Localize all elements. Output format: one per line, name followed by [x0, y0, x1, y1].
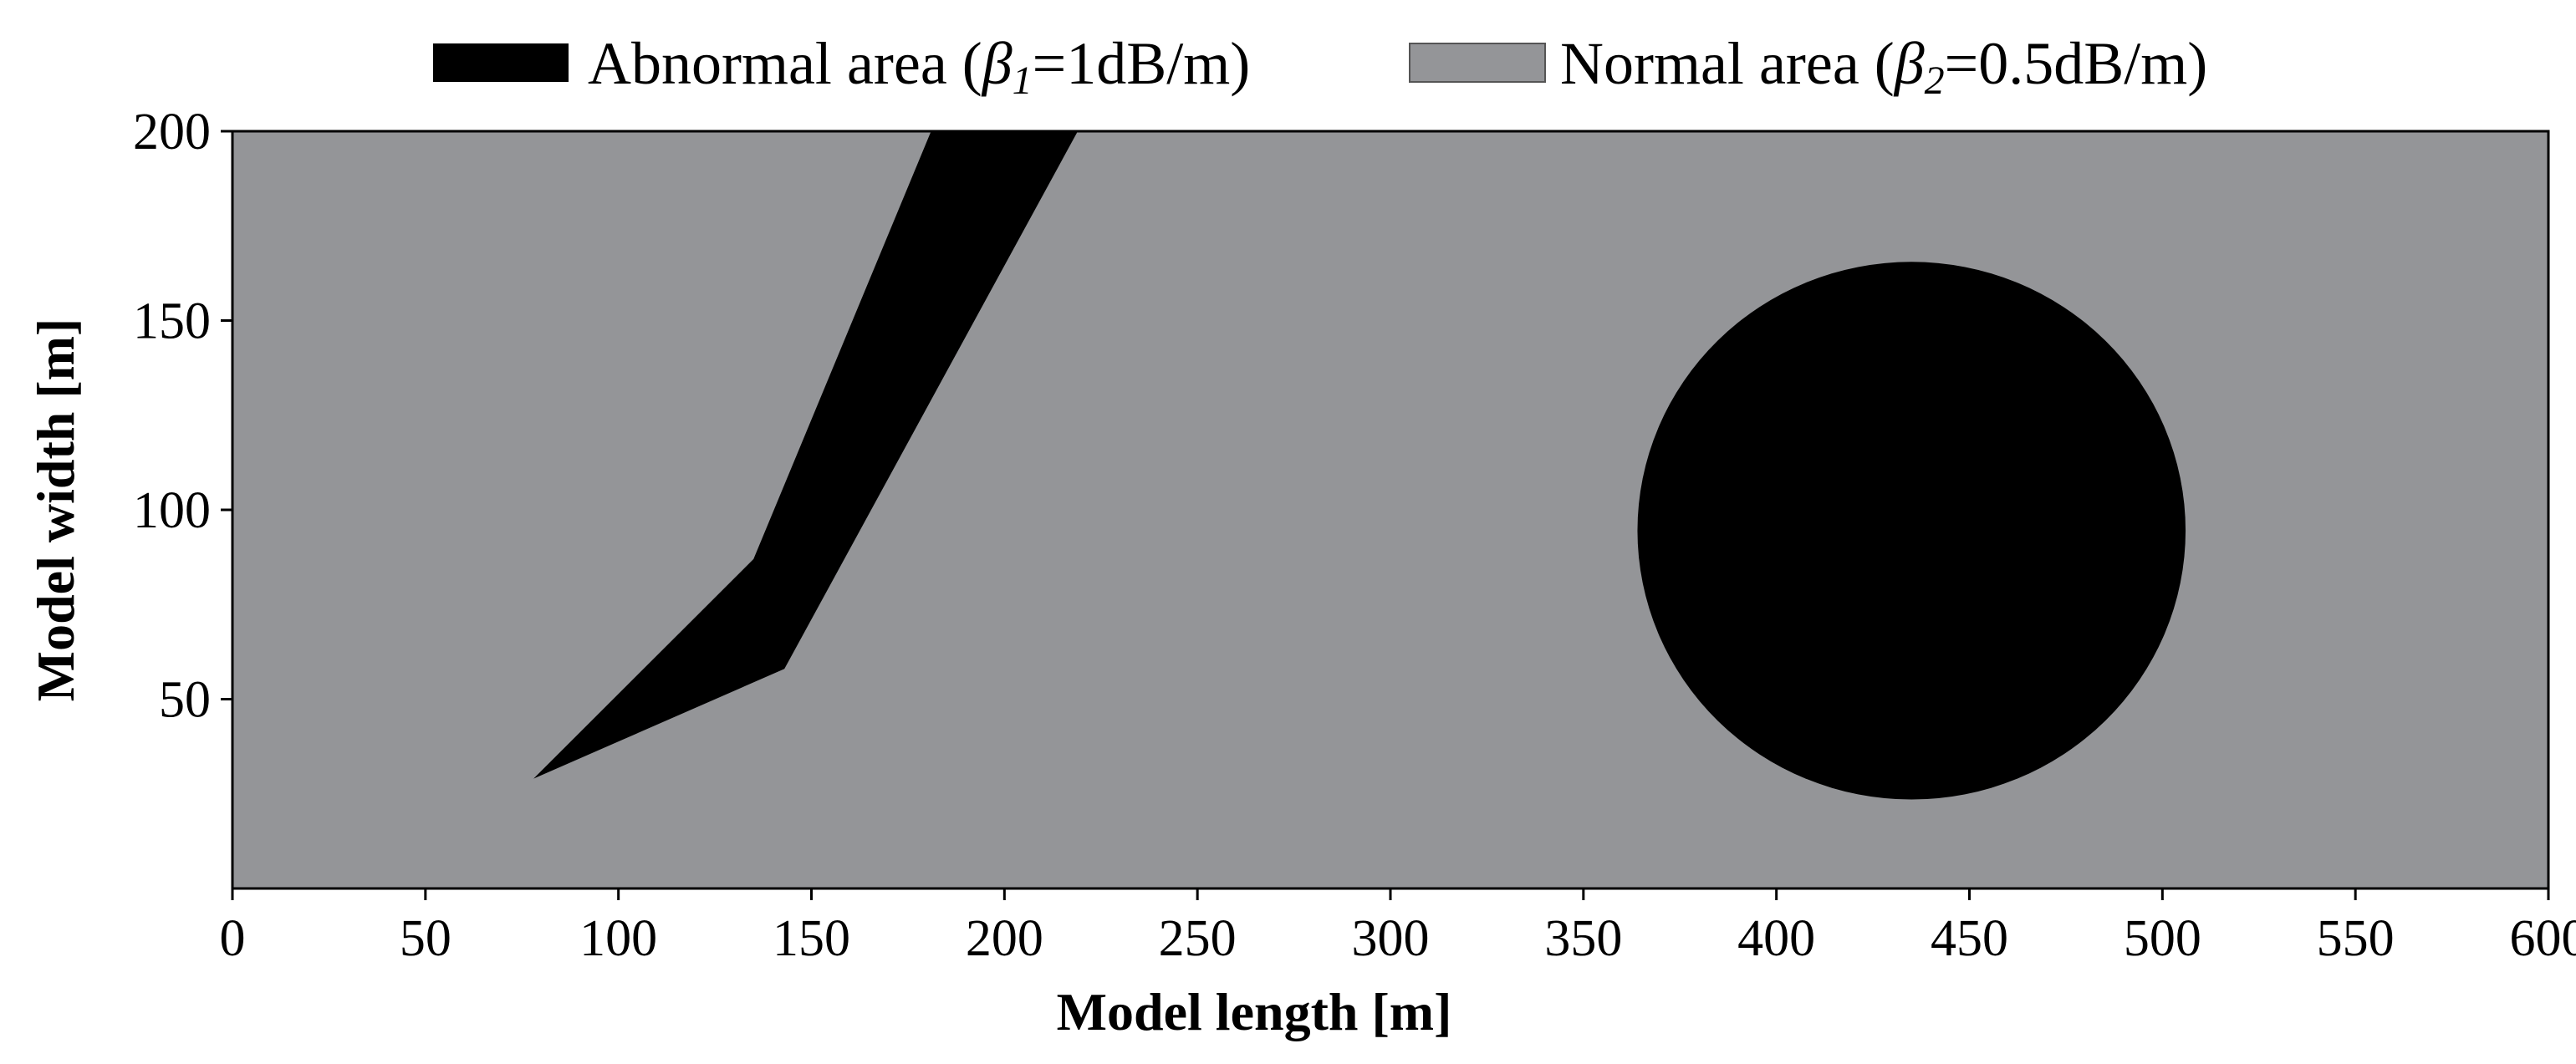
abnormal-fault-zone: [533, 131, 1079, 779]
x-tick-label: 300: [1352, 910, 1430, 967]
legend: Abnormal area (β1=1dB/m) Normal area (β2=…: [433, 30, 2207, 103]
x-tick-label: 400: [1737, 910, 1815, 967]
legend-swatch-normal: [1409, 43, 1546, 83]
x-tick-label: 500: [2124, 910, 2201, 967]
x-tick-label: 250: [1159, 910, 1237, 967]
x-tick-label: 50: [400, 910, 451, 967]
y-tick-label: 50: [159, 672, 211, 729]
x-tick-label: 450: [1931, 910, 2008, 967]
x-axis-title: Model length [m]: [1057, 982, 1452, 1041]
x-tick-label: 0: [220, 910, 246, 967]
legend-swatch-abnormal: [433, 43, 569, 82]
x-tick-label: 100: [579, 910, 657, 967]
legend-item-normal: Normal area (β2=0.5dB/m): [1409, 30, 2207, 103]
y-axis-title: Model width [m]: [26, 318, 85, 702]
legend-label-normal: Normal area (β2=0.5dB/m): [1560, 30, 2207, 103]
axes: 0 50 100 150 200 250 300 350 400 450 500 550 600 50 10…: [133, 104, 2576, 967]
y-tick-label: 100: [133, 482, 211, 539]
x-tick-label: 350: [1544, 910, 1622, 967]
x-tick-label: 600: [2510, 910, 2576, 967]
y-tick-label: 200: [133, 104, 211, 160]
legend-item-abnormal: Abnormal area (β1=1dB/m): [433, 30, 1250, 103]
x-tick-label: 200: [966, 910, 1043, 967]
y-tick-label: 150: [133, 293, 211, 350]
x-tick-label: 550: [2317, 910, 2395, 967]
abnormal-circular-zone: [1637, 262, 2186, 800]
background-normal-area: [232, 131, 2548, 888]
x-tick-label: 150: [773, 910, 850, 967]
legend-label-abnormal: Abnormal area (β1=1dB/m): [588, 30, 1250, 103]
plot-area: [232, 131, 2548, 888]
